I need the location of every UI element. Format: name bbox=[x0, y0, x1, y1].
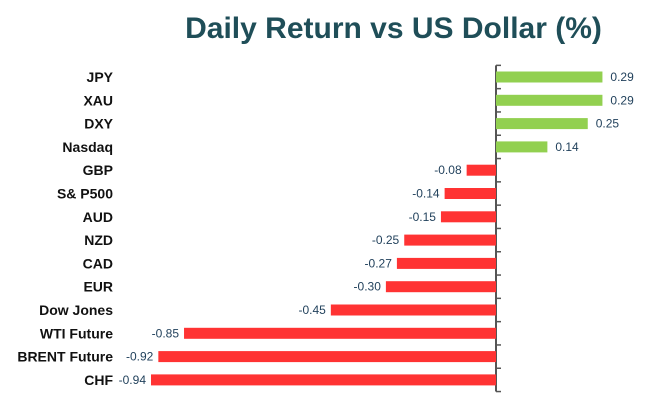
category-label: Dow Jones bbox=[39, 302, 113, 318]
bar bbox=[385, 281, 496, 293]
bar bbox=[440, 211, 496, 223]
bar bbox=[496, 141, 548, 153]
value-label: -0.14 bbox=[412, 187, 440, 201]
category-label: AUD bbox=[83, 209, 113, 225]
value-label: 0.25 bbox=[596, 117, 620, 131]
bar bbox=[404, 234, 496, 246]
category-label: JPY bbox=[87, 69, 114, 85]
bar bbox=[466, 164, 496, 176]
value-label: -0.85 bbox=[152, 326, 180, 340]
value-label: -0.08 bbox=[434, 163, 462, 177]
value-label: -0.25 bbox=[372, 233, 400, 247]
value-label: -0.27 bbox=[365, 256, 393, 270]
value-label: -0.45 bbox=[298, 303, 326, 317]
bar bbox=[496, 94, 603, 106]
value-label: 0.29 bbox=[610, 93, 634, 107]
category-label: CHF bbox=[84, 372, 113, 388]
bar bbox=[496, 71, 603, 83]
bar bbox=[396, 257, 496, 269]
category-label: S& P500 bbox=[57, 186, 113, 202]
value-label: 0.29 bbox=[610, 70, 634, 84]
category-label: CAD bbox=[83, 255, 113, 271]
category-label: WTI Future bbox=[40, 325, 113, 341]
bar bbox=[330, 304, 496, 316]
bar bbox=[496, 118, 588, 130]
bar bbox=[151, 374, 496, 386]
value-label: 0.14 bbox=[555, 140, 579, 154]
category-label: Nasdaq bbox=[62, 139, 113, 155]
bar bbox=[444, 188, 496, 199]
bar bbox=[158, 351, 496, 363]
chart-title: Daily Return vs US Dollar (%) bbox=[185, 12, 602, 45]
category-label: NZD bbox=[84, 232, 113, 248]
value-label: -0.92 bbox=[126, 350, 154, 364]
value-label: -0.15 bbox=[409, 210, 437, 224]
category-label: EUR bbox=[83, 279, 113, 295]
category-label: XAU bbox=[83, 92, 113, 108]
category-label: GBP bbox=[83, 162, 113, 178]
category-label: DXY bbox=[84, 116, 113, 132]
value-label: -0.94 bbox=[119, 373, 147, 387]
category-label: BRENT Future bbox=[17, 349, 113, 365]
value-label: -0.30 bbox=[354, 280, 382, 294]
bar bbox=[184, 327, 496, 339]
